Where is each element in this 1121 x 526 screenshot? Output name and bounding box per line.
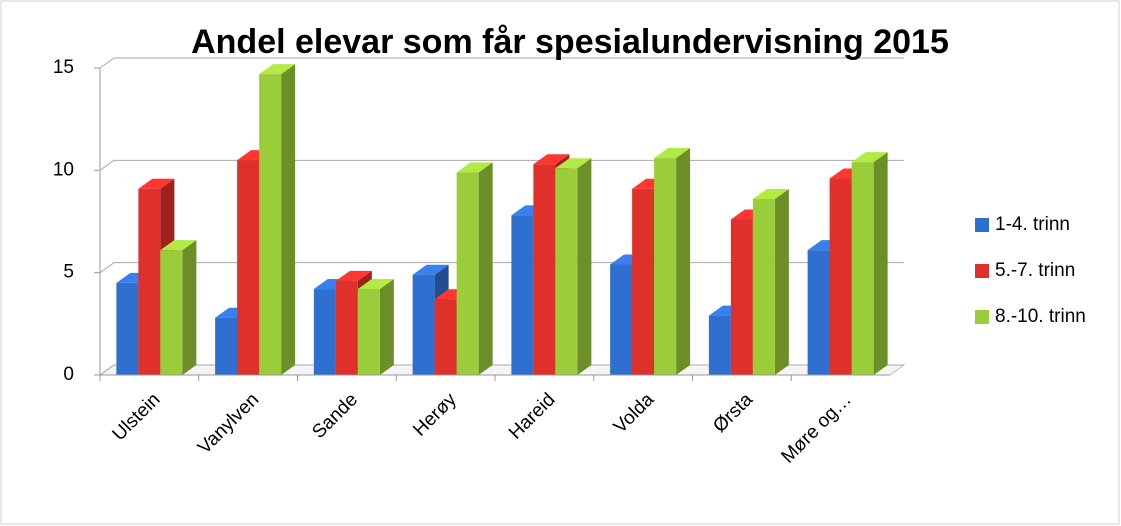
bar-top [259, 64, 296, 75]
bar-top [752, 188, 789, 199]
legend-swatch [975, 218, 989, 232]
bar [116, 282, 139, 375]
bar-top [412, 264, 449, 275]
bar [412, 274, 435, 375]
bar [434, 299, 457, 375]
bar [313, 289, 336, 375]
bar-side [873, 152, 888, 375]
bar-top [533, 154, 570, 165]
bar-top [654, 148, 691, 159]
bar [829, 178, 852, 375]
bar-side [379, 279, 394, 375]
bar-top [335, 270, 372, 281]
legend-label: 1-4. trinn [995, 214, 1070, 235]
legend-label: 8.-10. trinn [995, 306, 1086, 327]
bar-top [851, 152, 888, 163]
legend-swatch [975, 310, 989, 324]
bar [851, 162, 874, 375]
y-tick-label: 5 [63, 262, 74, 283]
bar [357, 289, 380, 375]
bar-side [774, 188, 789, 375]
y-tick-label: 15 [53, 57, 74, 78]
bar-side [676, 148, 691, 375]
legend-label: 5.-7. trinn [995, 260, 1075, 281]
bar-top [357, 279, 394, 290]
bar [138, 188, 161, 375]
bar [215, 317, 238, 375]
legend-swatch [975, 264, 989, 278]
bar [610, 264, 633, 375]
bar [533, 164, 556, 375]
grid-line [99, 57, 904, 69]
y-tick-label: 0 [63, 364, 74, 385]
bar-top [138, 178, 175, 189]
bar [237, 160, 260, 375]
bar [730, 219, 753, 375]
bar [259, 74, 282, 375]
bar-top [456, 162, 493, 173]
bar [708, 315, 731, 375]
bar-side [281, 64, 296, 375]
y-tick-label: 10 [53, 159, 74, 180]
chart-title: Andel elevar som får spesialundervisning… [191, 23, 949, 61]
bar [555, 168, 578, 375]
bar [160, 250, 183, 375]
bar-side [577, 158, 592, 375]
bar-side [478, 162, 493, 375]
bar-side [182, 240, 197, 375]
bar-top [555, 158, 592, 169]
bar [752, 198, 775, 375]
bar [632, 188, 655, 375]
bar-top [160, 240, 197, 251]
bar [456, 172, 479, 375]
bar [654, 158, 677, 375]
grid-line [99, 159, 904, 171]
bar [335, 280, 358, 375]
bar [807, 250, 830, 375]
bar [511, 215, 534, 375]
